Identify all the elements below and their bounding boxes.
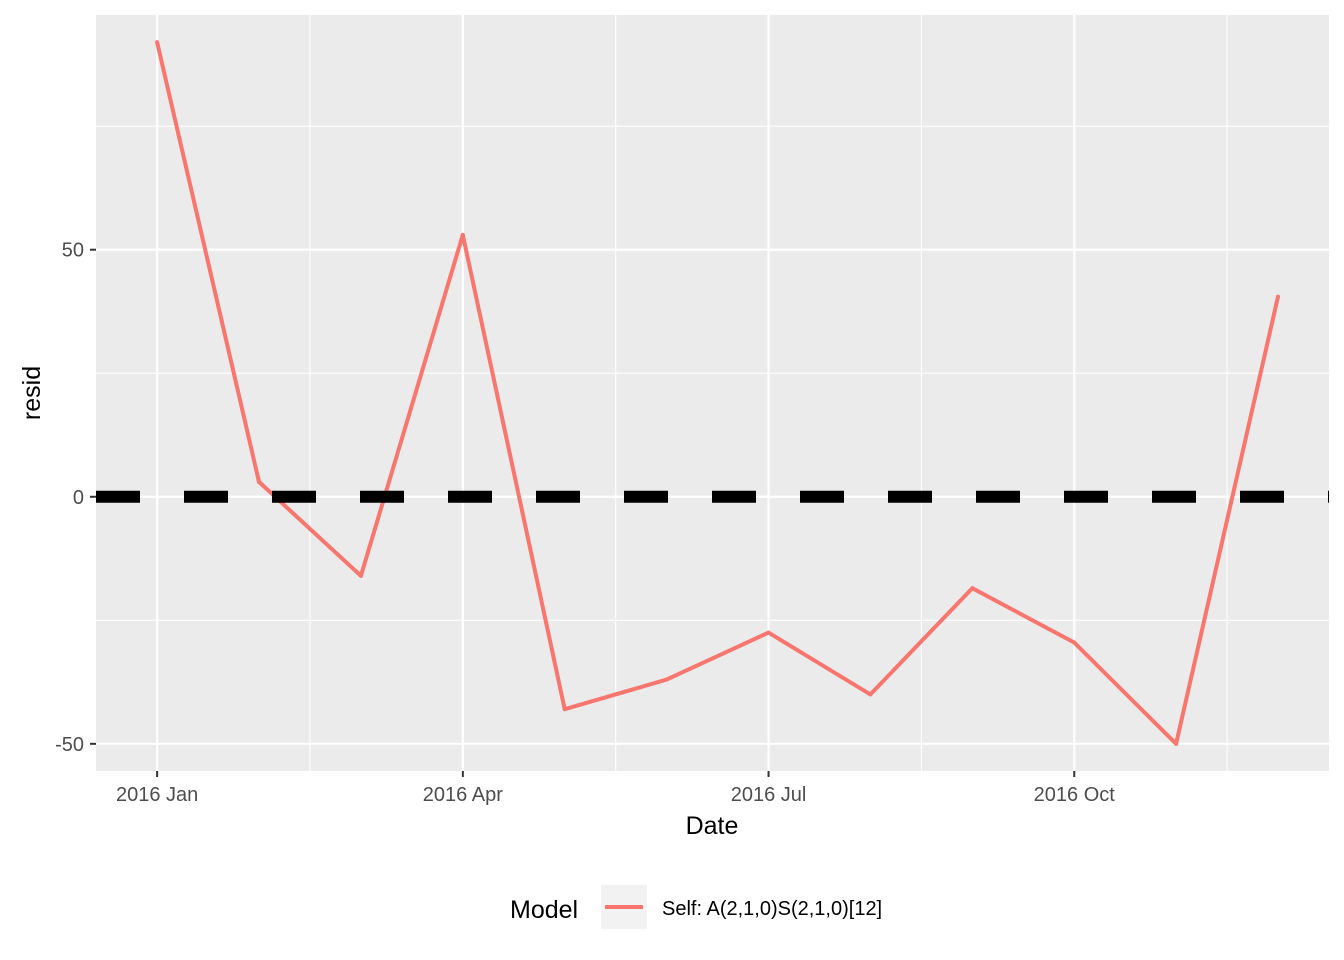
x-tick-label: 2016 Jul bbox=[731, 784, 807, 806]
data-point bbox=[1174, 742, 1178, 746]
data-point bbox=[359, 574, 363, 578]
y-tick-label: -50 bbox=[55, 734, 84, 756]
data-point bbox=[1072, 641, 1076, 645]
x-tick-label: 2016 Jan bbox=[116, 784, 198, 806]
data-point bbox=[970, 586, 974, 590]
x-tick-label: 2016 Apr bbox=[423, 784, 503, 806]
x-axis: 2016 Jan 2016 Apr 2016 Jul 2016 Oct bbox=[116, 771, 1115, 806]
legend-title: Model bbox=[510, 896, 578, 924]
y-axis-title: resid bbox=[18, 366, 46, 420]
x-axis-title: Date bbox=[686, 812, 739, 840]
data-point bbox=[461, 233, 465, 237]
data-point bbox=[665, 678, 669, 682]
legend: Model Self: A(2,1,0)S(2,1,0)[12] bbox=[510, 885, 882, 929]
y-tick-label: 0 bbox=[73, 487, 84, 509]
data-point bbox=[563, 707, 567, 711]
legend-entry-label: Self: A(2,1,0)S(2,1,0)[12] bbox=[662, 898, 882, 920]
x-tick-label: 2016 Oct bbox=[1034, 784, 1116, 806]
y-axis: -50 0 50 bbox=[55, 240, 96, 756]
data-point bbox=[767, 631, 771, 635]
data-point bbox=[257, 480, 261, 484]
data-point bbox=[868, 692, 872, 696]
y-tick-label: 50 bbox=[62, 240, 84, 262]
data-point bbox=[155, 40, 159, 44]
data-point bbox=[1276, 295, 1280, 299]
